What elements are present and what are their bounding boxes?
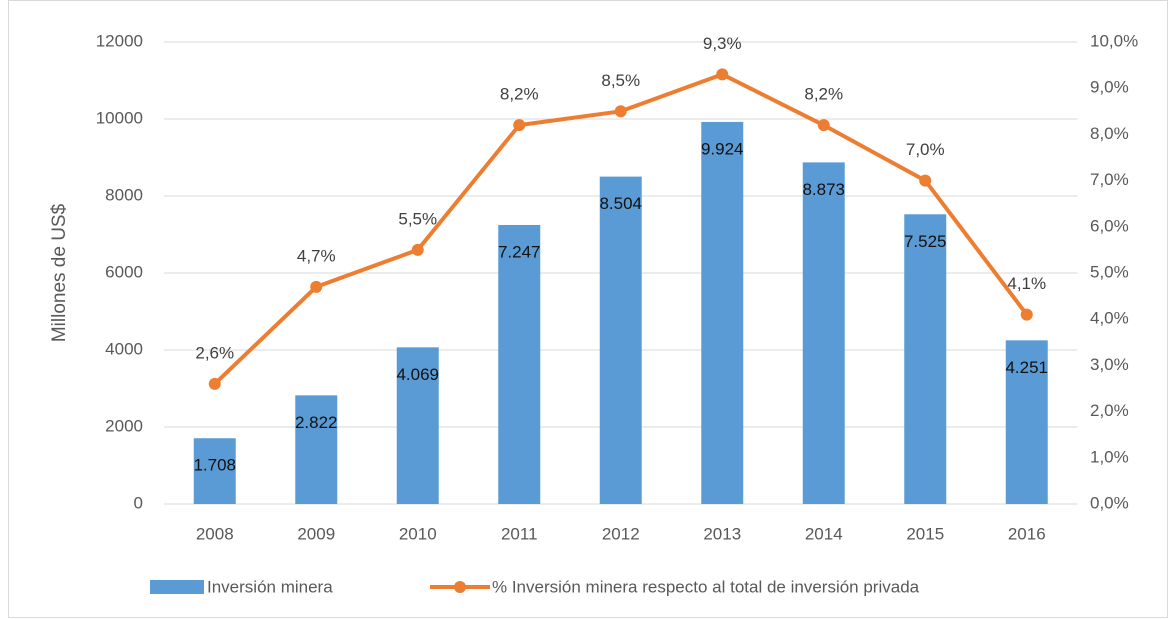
x-tick-label: 2013: [703, 524, 741, 543]
bar-value-label: 4.251: [1005, 358, 1048, 377]
line-marker: [1020, 308, 1033, 321]
line-marker: [919, 174, 932, 187]
bar-value-label: 8.504: [599, 194, 642, 213]
line-value-label: 7,0%: [906, 140, 945, 159]
line-marker: [817, 119, 830, 132]
y-tick-label: 6000: [105, 262, 143, 281]
line-marker: [614, 105, 627, 118]
y2-tick-label: 1,0%: [1090, 447, 1129, 466]
bar: [904, 214, 947, 504]
bar: [701, 121, 744, 505]
line-value-label: 4,1%: [1007, 274, 1046, 293]
x-tick-label: 2016: [1008, 524, 1046, 543]
x-tick-label: 2014: [805, 524, 843, 543]
y-tick-label: 0: [134, 493, 143, 512]
y2-tick-label: 10,0%: [1090, 31, 1138, 50]
bar: [396, 347, 439, 504]
line-marker: [513, 119, 526, 132]
legend-label: % Inversión minera respecto al total de …: [492, 577, 920, 596]
y-axis-label: Millones de US$: [49, 203, 70, 342]
bar-value-label: 2.822: [295, 413, 338, 432]
legend-marker: [454, 581, 466, 593]
line-value-label: 4,7%: [297, 246, 336, 265]
y-tick-label: 12000: [96, 31, 143, 50]
bar: [802, 162, 845, 504]
bar: [1005, 340, 1048, 504]
x-tick-label: 2008: [196, 524, 234, 543]
y2-tick-label: 4,0%: [1090, 309, 1129, 328]
y-tick-label: 10000: [96, 108, 143, 127]
legend-label: Inversión minera: [207, 577, 333, 596]
y2-tick-label: 7,0%: [1090, 170, 1129, 189]
y-tick-label: 4000: [105, 339, 143, 358]
bar-value-label: 8.873: [802, 180, 845, 199]
line-marker: [208, 377, 221, 390]
line-marker: [716, 68, 729, 81]
y2-tick-label: 6,0%: [1090, 216, 1129, 235]
line-value-label: 8,5%: [601, 71, 640, 90]
legend-swatch: [150, 580, 204, 594]
bar: [193, 438, 236, 504]
line-value-label: 2,6%: [195, 343, 234, 362]
line-value-label: 9,3%: [703, 34, 742, 53]
line-marker: [411, 243, 424, 256]
bar-value-label: 1.708: [193, 456, 236, 475]
x-tick-label: 2010: [399, 524, 437, 543]
y2-tick-label: 9,0%: [1090, 78, 1129, 97]
y-tick-label: 2000: [105, 416, 143, 435]
y-tick-label: 8000: [105, 185, 143, 204]
bar-value-label: 7.247: [498, 242, 541, 261]
x-tick-label: 2012: [602, 524, 640, 543]
y2-tick-label: 3,0%: [1090, 355, 1129, 374]
y2-tick-label: 0,0%: [1090, 493, 1129, 512]
bar-value-label: 7.525: [904, 232, 947, 251]
y2-tick-label: 8,0%: [1090, 124, 1129, 143]
line-value-label: 8,2%: [500, 85, 539, 104]
bar-value-label: 4.069: [396, 365, 439, 384]
x-tick-label: 2009: [297, 524, 335, 543]
line-value-label: 5,5%: [398, 209, 437, 228]
y2-tick-label: 5,0%: [1090, 262, 1129, 281]
bar: [599, 176, 642, 504]
bar: [498, 224, 541, 505]
bar-value-label: 9.924: [701, 139, 744, 158]
x-tick-label: 2011: [501, 524, 538, 543]
line-marker: [310, 280, 323, 293]
x-tick-label: 2015: [906, 524, 944, 543]
line-value-label: 8,2%: [804, 85, 843, 104]
chart-border: [8, 0, 1168, 618]
bar: [295, 395, 338, 504]
y2-tick-label: 2,0%: [1090, 401, 1129, 420]
